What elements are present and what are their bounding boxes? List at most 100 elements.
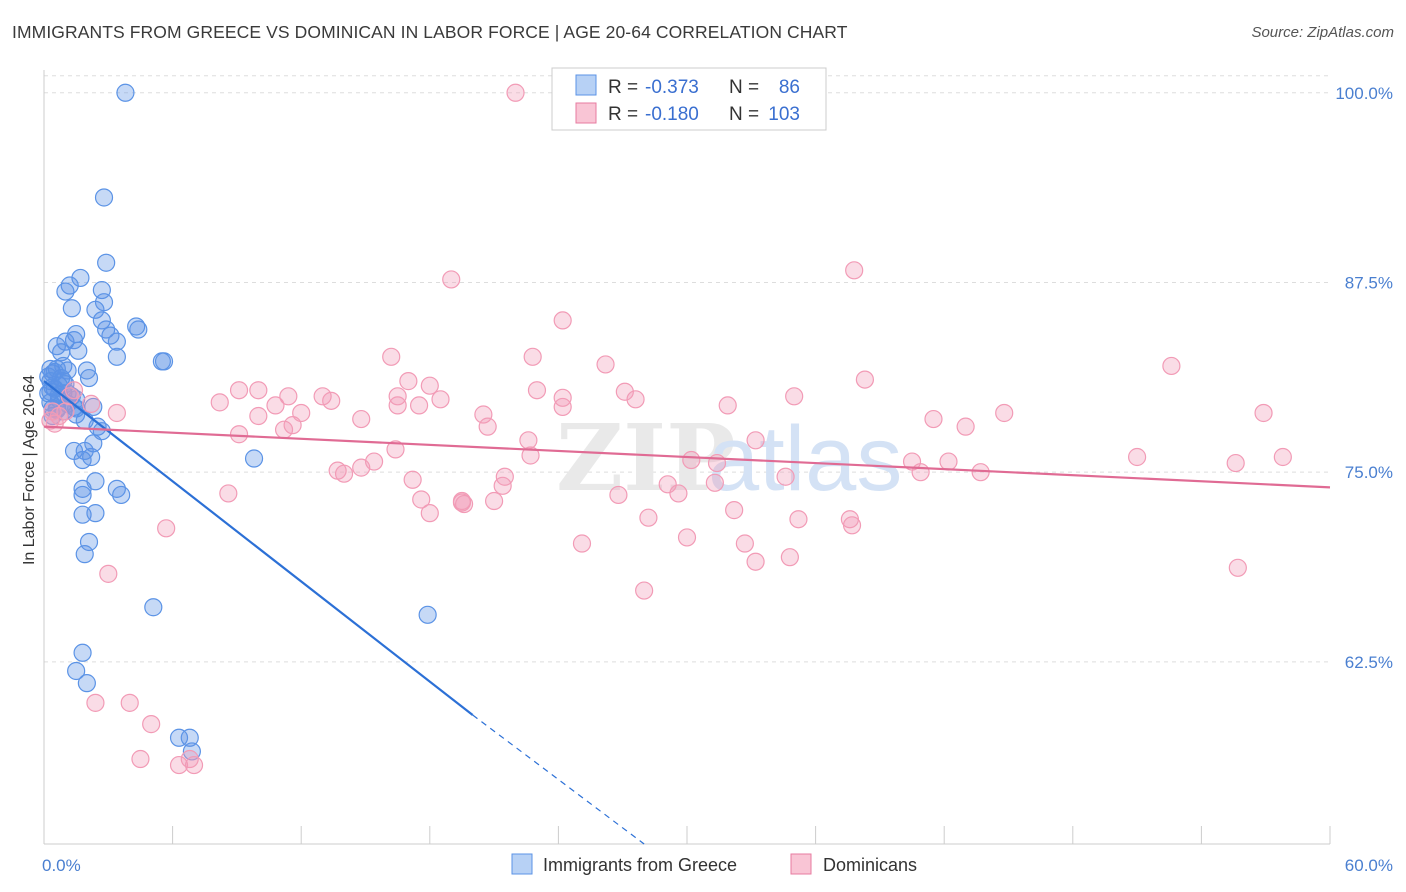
legend-swatch-greece [575,74,597,96]
dominican-point-24 [229,425,249,444]
greece-point-18 [62,299,81,318]
dominican-point-39 [677,528,697,547]
dominican-point-45 [939,452,958,471]
dominican-point-51 [1127,447,1147,467]
dominican-point-10 [855,370,874,389]
legend-r-label-1: R = [608,104,638,125]
greece-point-61 [73,485,92,505]
dominican-point-68 [626,390,645,409]
dominican-point-72 [725,501,744,520]
bottom-legend-greece: Immigrants from Greece [543,855,737,875]
gridlines [44,75,1330,663]
dominican-point-102 [352,409,371,429]
dominican-point-73 [669,484,688,503]
greece-point-15 [71,268,90,288]
dominican-point-21 [399,372,418,391]
dominican-point-50 [1254,403,1273,423]
dominican-point-3 [845,261,864,280]
greece-point-70 [67,661,86,681]
legend: R = -0.373 N = 86 R = -0.180 N = 103 [551,67,827,131]
trend-line-extension-0 [472,714,645,845]
dominican-point-70 [718,396,737,415]
dominican-point-1 [442,270,461,289]
bottom-legend-dominicans: Dominicans [823,855,917,875]
dominican-point-87 [180,749,199,769]
greece-point-10 [129,320,148,339]
dominican-point-44 [780,548,799,567]
dominican-point-55 [746,431,765,450]
dominican-point-66 [478,417,497,436]
series-dominicans-points [41,83,1292,775]
dominican-point-16 [313,387,332,406]
dominican-point-9 [527,381,547,400]
dominican-point-81 [99,564,118,583]
legend-n-value-1: 103 [768,104,800,125]
dominican-point-2 [553,311,572,330]
dominican-point-0 [506,83,525,102]
dominican-point-82 [86,693,105,712]
dominican-point-22 [249,406,268,426]
greece-point-14 [154,352,174,371]
greece-point-64 [79,532,99,552]
dominican-point-61 [420,504,439,523]
dominican-point-100 [279,387,298,406]
dominican-point-75 [842,516,862,535]
dominican-point-36 [495,467,514,486]
dominican-point-60 [452,491,472,511]
dominican-point-80 [157,519,176,538]
greece-point-22 [69,341,88,360]
dominican-point-67 [474,405,493,424]
dominican-point-77 [635,581,654,600]
trend-line-0 [43,380,474,716]
dominican-point-20 [382,347,401,366]
dominican-point-19 [431,390,450,409]
dominican-point-78 [1226,453,1245,473]
dominican-point-12 [1162,356,1181,376]
dominican-point-65 [521,446,540,465]
dominican-point-71 [705,473,724,492]
legend-n-value-0: 86 [779,77,800,98]
greece-point-47 [79,368,99,388]
dominican-point-74 [789,510,808,529]
dominican-point-54 [956,417,975,436]
dominican-point-57 [639,508,658,527]
bottom-legend-swatch-greece [511,853,533,875]
legend-r-value-1: -0.180 [645,104,699,125]
y-tick-label-3: 100.0% [1335,84,1393,103]
dominican-point-76 [776,467,795,486]
greece-point-24 [52,343,71,362]
greece-point-12 [127,317,146,336]
dominican-point-25 [388,396,407,415]
greece-point-72 [169,728,189,747]
greece-point-73 [180,728,199,747]
dominican-point-88 [131,749,150,769]
dominican-point-27 [553,388,572,407]
greece-point-5 [86,300,105,319]
dominican-point-18 [388,387,407,406]
greece-point-74 [182,742,201,761]
dominican-point-84 [142,715,161,734]
y-tick-label-1: 75.0% [1345,463,1393,482]
x-tick-labels: 0.0% 60.0% [42,856,1393,875]
dominican-point-62 [412,490,431,509]
greece-point-60 [112,485,131,505]
greece-point-71 [77,674,96,693]
dominican-point-59 [485,491,504,511]
dominican-point-58 [609,485,628,505]
dominican-point-64 [403,470,422,489]
dominican-point-38 [682,450,701,470]
greece-point-11 [107,332,126,351]
axes [43,70,1331,845]
dominican-point-83 [120,693,139,712]
greece-point-65 [75,545,94,564]
greece-point-66 [144,598,163,617]
y-tick-label-2: 87.5% [1345,273,1393,292]
dominican-point-13 [1273,447,1292,467]
legend-n-label-1: N = [729,104,759,125]
source-label: Source: ZipAtlas.com [1251,24,1394,41]
dominican-point-6 [229,381,249,400]
dominican-point-17 [322,391,341,410]
dominican-point-63 [519,431,538,450]
greece-point-69 [73,643,92,662]
